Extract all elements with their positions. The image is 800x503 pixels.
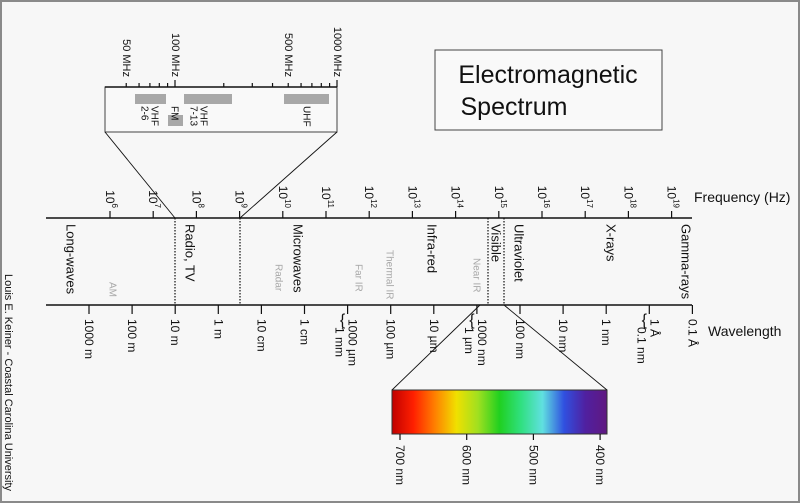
radio-band-label: VHF	[149, 106, 160, 126]
wavelength-tick-label: 1000 nm	[475, 319, 489, 366]
frequency-tick-label: 1018	[621, 186, 638, 209]
radio-band-label: 2-6	[139, 106, 150, 121]
region-label-am: AM	[107, 282, 118, 297]
wavelength-tick-label: 100 m	[125, 319, 139, 352]
wavelength-axis-label: Wavelength	[708, 323, 781, 339]
wavelength-tick-label: 1000 m	[82, 319, 96, 359]
radio-inset-tick-label: 500 MHz	[282, 33, 294, 77]
region-label-long-waves: Long-waves	[64, 224, 79, 295]
radio-band-label: VHF	[198, 106, 209, 126]
frequency-tick-label: 1017	[578, 186, 595, 209]
radio-inset-tick-label: 100 MHz	[169, 33, 181, 77]
title-line-2: Spectrum	[461, 93, 568, 121]
radio-inset-tick-label: 50 MHz	[120, 39, 132, 77]
radio-band-bar	[168, 115, 183, 126]
frequency-tick-label: 109	[233, 190, 250, 208]
zoom-connector-line	[104, 131, 176, 219]
region-label-x-rays: X-rays	[604, 224, 619, 262]
title-box: Electromagnetic Spectrum	[434, 49, 663, 131]
radio-band-bar	[284, 94, 329, 104]
wavelength-tick-label: 1 nm	[599, 319, 613, 346]
wavelength-tick-label: 10 cm	[254, 319, 268, 352]
region-label-microwaves: Microwaves	[291, 224, 306, 293]
frequency-tick-label: 1012	[362, 186, 379, 209]
frequency-tick-label: 1015	[492, 186, 509, 209]
brace-icon: {	[469, 312, 475, 329]
visible-spectrum-tick-label: 500 nm	[526, 445, 540, 485]
frequency-tick-label: 1013	[405, 186, 422, 209]
frequency-tick-label: 1016	[535, 186, 552, 209]
radio-band-bar	[184, 94, 232, 104]
wavelength-tick-label: 1 cm	[298, 319, 312, 345]
visible-spectrum-tick-label: 700 nm	[393, 445, 407, 485]
radio-band-label: FM	[169, 106, 180, 120]
axes: 106 107 108 109 1010 1011 1012 1013 1014 1015 1016…	[46, 27, 790, 485]
visible-spectrum-bar	[391, 389, 608, 435]
wavelength-tick-label: 1 m	[211, 319, 225, 339]
wavelength-tick-label: 1 µm	[462, 327, 476, 354]
radio-band-label: UHF	[301, 106, 312, 127]
radio-band-bar	[135, 94, 166, 104]
frequency-tick-label: 106	[103, 190, 120, 208]
wavelength-tick-label: 100 nm	[513, 319, 527, 359]
visible-spectrum-tick-label: 600 nm	[460, 445, 474, 485]
wavelength-tick-label: 1 Å	[647, 319, 662, 337]
zoom-connector-line	[239, 131, 338, 219]
frequency-axis-label: Frequency (Hz)	[694, 189, 790, 205]
region-label-radar: Radar	[273, 264, 284, 292]
zoom-connector-line	[391, 304, 481, 391]
frequency-tick-label: 1019	[665, 186, 682, 209]
frequency-tick-label: 1011	[319, 186, 336, 208]
region-label-far-ir: Far IR	[353, 264, 364, 292]
region-label-radio-tv: Radio, TV	[183, 224, 198, 282]
wavelength-tick-label: 1000 µm	[346, 319, 360, 366]
region-label-near-ir: Near IR	[471, 258, 482, 292]
radio-band-label: 7-13	[188, 106, 199, 126]
frequency-tick-label: 1014	[449, 186, 466, 209]
wavelength-tick-label: 0.1 Å	[685, 319, 700, 347]
region-label-thermal-ir: Thermal IR	[384, 250, 395, 299]
brace-icon: {	[642, 312, 648, 329]
wavelength-tick-label: 0.1 nm	[634, 327, 648, 364]
visible-spectrum-tick-label: 400 nm	[593, 445, 607, 485]
brace-icon: {	[340, 312, 346, 329]
region-label-visible: Visible	[489, 224, 504, 262]
wavelength-tick-label: 1 mm	[333, 327, 347, 357]
region-label-gamma-rays: Gamma-rays	[679, 224, 694, 300]
wavelength-tick-label: 10 nm	[556, 319, 570, 352]
region-label-ultraviolet: Ultraviolet	[512, 224, 527, 282]
credit-text: Louis E. Keiner - Coastal Carolina Unive…	[2, 274, 14, 492]
wavelength-tick-label: 10 m	[168, 319, 182, 346]
frequency-tick-label: 108	[189, 190, 206, 208]
frequency-tick-label: 1010	[276, 186, 293, 209]
radio-inset-tick-label: 1000 MHz	[331, 27, 343, 77]
title-line-1: Electromagnetic	[458, 61, 637, 89]
wavelength-tick-label: 100 µm	[384, 319, 398, 359]
frequency-tick-label: 107	[146, 190, 163, 208]
region-label-infra-red: Infra-red	[425, 224, 440, 273]
wavelength-tick-label: 10 µm	[427, 319, 441, 353]
zoom-connector-line	[503, 304, 608, 391]
